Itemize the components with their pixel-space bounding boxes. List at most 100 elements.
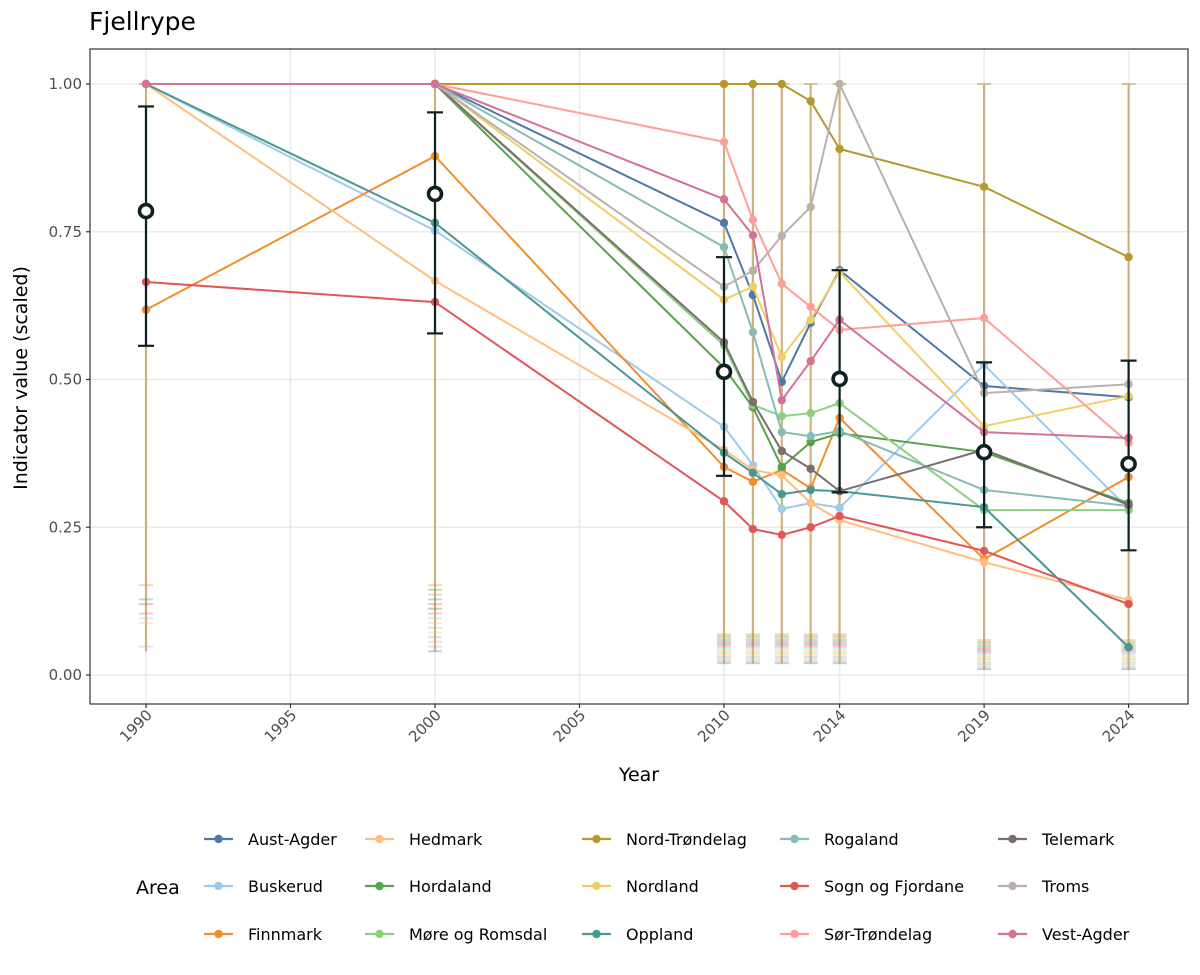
data-point: [719, 195, 729, 204]
plot-panel-border: [89, 48, 1189, 705]
y-tick-label: 1.00: [49, 75, 82, 93]
x-tick-label: 2024: [1099, 706, 1139, 746]
legend-key-point: [592, 834, 601, 844]
legend-item: Hedmark: [365, 830, 483, 849]
legend-label: Sogn og Fjordane: [824, 877, 964, 896]
legend-label: Nordland: [626, 877, 699, 896]
legend-label: Hedmark: [409, 830, 483, 849]
data-point: [777, 279, 786, 288]
legend-item: Finnmark: [204, 925, 323, 944]
mean-summary: [137, 105, 1137, 552]
data-point: [979, 546, 989, 556]
data-point: [835, 79, 844, 89]
legend-item: Nordland: [582, 877, 699, 896]
legend-item: Troms: [998, 877, 1089, 896]
legend-key-point: [790, 929, 799, 939]
data-point: [748, 397, 758, 407]
x-tick-label: 1990: [116, 706, 156, 746]
data-point: [806, 437, 815, 447]
data-point: [835, 144, 844, 154]
data-point: [806, 302, 815, 312]
data-point: [777, 231, 786, 241]
series-sogn-og-fjordane: [141, 277, 1133, 609]
data-point: [979, 313, 989, 323]
legend-item: Buskerud: [204, 877, 323, 896]
data-point: [719, 218, 729, 228]
legend-label: Troms: [1041, 877, 1089, 896]
data-point: [719, 137, 729, 147]
data-point: [1124, 599, 1133, 609]
y-axis-title: Indicator value (scaled): [10, 266, 32, 490]
legend-label: Sør-Trøndelag: [824, 925, 932, 944]
legend-item: Sør-Trøndelag: [780, 925, 932, 944]
legend-label: Telemark: [1041, 830, 1115, 849]
legend-title: Area: [136, 877, 180, 899]
legend: Aust-Agder Buskerud Finnmark Hedmark Hordala…: [204, 830, 1130, 944]
data-point: [777, 462, 786, 472]
data-point: [777, 489, 786, 499]
legend-item: Møre og Romsdal: [365, 925, 547, 944]
mean-point: [137, 202, 155, 220]
data-point: [777, 504, 786, 514]
series-line: [434, 83, 1129, 506]
data-point: [979, 182, 989, 192]
data-point: [777, 446, 786, 456]
data-point: [835, 511, 844, 521]
y-tick-label: 0.75: [49, 223, 82, 241]
data-point: [777, 79, 786, 89]
legend-key-point: [1008, 834, 1017, 844]
data-point: [806, 464, 815, 473]
data-point: [141, 79, 151, 89]
data-point: [777, 427, 786, 437]
legend-key-point: [1008, 881, 1017, 891]
area-uncertainty-bars: [139, 83, 1136, 671]
legend-label: Hordaland: [409, 877, 492, 896]
y-tick-label: 0.25: [49, 518, 82, 536]
series-line: [145, 154, 1130, 561]
mean-point: [426, 185, 444, 203]
legend-key-point: [790, 834, 799, 844]
legend-key-point: [1008, 929, 1017, 939]
chart-title: Fjellrype: [89, 7, 196, 36]
data-point: [806, 485, 815, 495]
series-line: [145, 83, 1129, 601]
y-tick-label: 0.50: [49, 371, 82, 389]
series-line: [434, 83, 1129, 428]
series-line: [434, 83, 1129, 507]
data-point: [806, 202, 815, 212]
data-point: [806, 96, 815, 106]
legend-key-point: [375, 881, 384, 891]
data-point: [777, 530, 786, 540]
y-tick-label: 0.00: [49, 666, 82, 684]
data-point: [748, 328, 758, 337]
x-axis: 1990 1995 2000 2005 2010 2014 2019 2024: [116, 704, 1138, 746]
data-point: [777, 352, 786, 362]
x-tick-label: 2014: [810, 706, 850, 746]
data-point: [979, 557, 989, 567]
legend-label: Nord-Trøndelag: [626, 830, 747, 849]
legend-item: Hordaland: [365, 877, 492, 896]
data-point: [806, 356, 815, 366]
legend-key-point: [592, 881, 601, 891]
legend-label: Vest-Agder: [1042, 925, 1130, 944]
data-point: [748, 215, 758, 225]
legend-key-point: [375, 834, 384, 844]
data-point: [835, 503, 844, 512]
data-point: [748, 79, 758, 89]
y-axis: 0.00 0.25 0.50 0.75 1.00: [49, 75, 90, 684]
x-tick-label: 2005: [550, 706, 590, 746]
legend-item: Nord-Trøndelag: [582, 830, 747, 849]
legend-key-point: [214, 929, 223, 939]
x-axis-title: Year: [618, 764, 659, 786]
mean-point: [831, 370, 848, 388]
legend-item: Rogaland: [780, 830, 899, 849]
legend-item: Telemark: [998, 830, 1115, 849]
data-point: [719, 242, 729, 252]
data-point: [806, 432, 815, 441]
legend-key-point: [375, 929, 384, 939]
data-point: [430, 79, 440, 89]
legend-key-point: [790, 881, 799, 891]
legend-item: Oppland: [582, 925, 693, 944]
legend-item: Sogn og Fjordane: [780, 877, 964, 896]
legend-item: Aust-Agder: [204, 830, 337, 849]
